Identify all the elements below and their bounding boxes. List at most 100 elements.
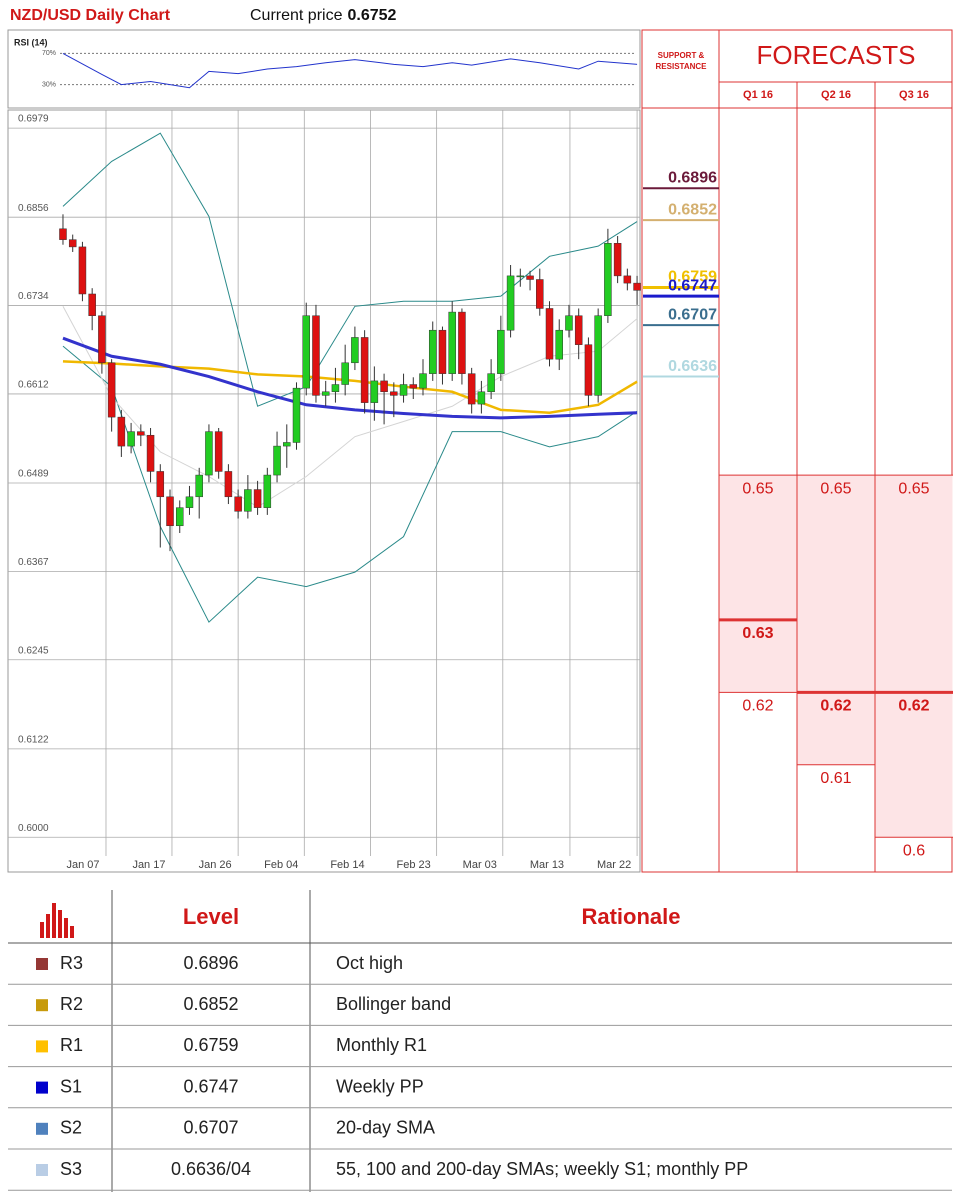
rationale: Monthly R1 — [336, 1035, 427, 1055]
x-tick-label: Feb 14 — [330, 859, 364, 871]
forecast-label: 0.61 — [820, 770, 851, 787]
candle-body — [623, 275, 632, 284]
candle-body — [146, 434, 155, 472]
column-header: Level — [183, 904, 239, 929]
candle-body — [283, 442, 291, 447]
indicator-line — [62, 360, 638, 415]
candle-body — [253, 489, 262, 508]
candle-body — [78, 246, 87, 295]
candle-body — [214, 431, 223, 472]
x-tick-label: Mar 13 — [530, 859, 564, 871]
x-tick-label: Feb 23 — [397, 859, 431, 871]
y-tick-label: 70% — [42, 50, 56, 57]
candle-body — [273, 445, 281, 476]
level-value: 0.6759 — [183, 1035, 238, 1055]
forecast-range — [875, 475, 953, 838]
forecast-range — [797, 475, 875, 765]
level-label: 0.6759 — [668, 269, 717, 286]
candle-body — [205, 431, 213, 476]
indicator-line — [62, 132, 638, 407]
x-tick-label: Jan 17 — [132, 859, 165, 871]
forecast-range — [719, 475, 797, 693]
level-swatch — [36, 1040, 48, 1053]
candle-body — [166, 496, 174, 527]
candle-body — [516, 275, 525, 278]
rsi-line — [62, 52, 638, 89]
rsi-title: RSI (14) — [14, 37, 48, 47]
candle-body — [565, 315, 573, 331]
candle-body — [467, 373, 476, 405]
candle-body — [341, 362, 349, 385]
rationale: Bollinger band — [336, 994, 451, 1014]
level-value: 0.6852 — [183, 994, 238, 1014]
candle-body — [263, 474, 272, 508]
candle-body — [536, 279, 544, 309]
candle-body — [156, 471, 165, 498]
level-swatch — [36, 958, 48, 970]
candle-body — [584, 344, 593, 396]
candle-body — [224, 471, 233, 498]
candle-body — [360, 337, 369, 403]
candle-body — [487, 373, 495, 393]
candle-body — [351, 337, 359, 364]
level-name: R2 — [60, 994, 83, 1014]
y-tick-label: 0.6000 — [18, 823, 49, 834]
forecasts-title: FORECASTS — [757, 40, 916, 70]
candle-body — [175, 507, 184, 527]
candle-body — [526, 275, 534, 280]
candle-body — [428, 329, 437, 374]
candle-body — [633, 282, 641, 291]
level-label: 0.6707 — [668, 306, 717, 323]
candle-body — [380, 380, 388, 393]
candle-body — [292, 387, 301, 443]
column-header: Rationale — [581, 904, 680, 929]
candle-body — [458, 311, 466, 374]
chart-title: NZD/USD Daily Chart — [10, 7, 171, 24]
quarter-label: Q1 16 — [743, 89, 773, 101]
candle-body — [613, 243, 622, 277]
candle-body — [68, 239, 77, 248]
candle-body — [127, 431, 135, 447]
level-name: R3 — [60, 953, 83, 973]
candle-body — [107, 362, 116, 418]
candle-body — [594, 315, 602, 396]
rationale: 20-day SMA — [336, 1118, 435, 1138]
price-label: Current price — [250, 7, 343, 24]
level-name: S1 — [60, 1076, 82, 1096]
candle-body — [506, 275, 515, 331]
candle-body — [88, 293, 96, 316]
sr-title: SUPPORT & RESISTANCE — [655, 51, 707, 71]
quarter-label: Q2 16 — [821, 89, 851, 101]
level-swatch — [36, 1122, 48, 1135]
y-tick-label: 0.6734 — [18, 291, 49, 302]
candle-body — [59, 228, 67, 240]
level-value: 0.6636/04 — [171, 1159, 251, 1179]
candle-body — [545, 308, 554, 360]
x-tick-label: Mar 22 — [597, 859, 631, 871]
forecast-label: 0.62 — [742, 698, 773, 715]
level-label: 0.6852 — [668, 201, 717, 218]
candle-body — [399, 384, 408, 396]
candle-body — [574, 315, 583, 345]
candle-body — [448, 311, 456, 374]
forecast-label: 0.6 — [903, 842, 925, 859]
candle-body — [234, 496, 242, 512]
forecast-label: 0.65 — [820, 480, 851, 497]
y-tick-label: 30% — [42, 81, 56, 88]
forecast-label: 0.65 — [742, 480, 773, 497]
y-tick-label: 0.6856 — [18, 203, 49, 214]
candle-body — [477, 391, 486, 405]
candle-body — [555, 329, 563, 360]
level-label: 0.6896 — [668, 169, 717, 186]
level-swatch — [36, 999, 48, 1012]
x-tick-label: Jan 07 — [66, 859, 99, 871]
level-name: S2 — [60, 1118, 82, 1138]
y-tick-label: 0.6122 — [18, 735, 49, 746]
candle-body — [419, 373, 427, 389]
level-swatch — [36, 1081, 48, 1094]
level-value: 0.6707 — [183, 1118, 238, 1138]
rationale: Oct high — [336, 953, 403, 973]
chart-panel — [7, 109, 641, 873]
